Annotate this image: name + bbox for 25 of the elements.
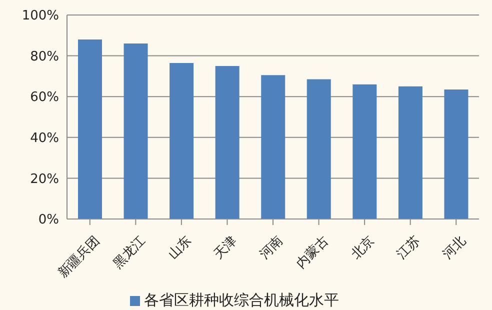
bar [124,44,148,219]
bar [215,66,240,219]
y-tick-label: 0% [38,212,59,228]
x-tick-label: 新疆兵团 [56,233,103,281]
bar [306,79,331,219]
legend-label: 各省区耕种收综合机械化水平 [144,291,339,309]
bar [261,75,286,219]
bar [78,39,102,219]
bar [444,89,468,219]
x-tick-label: 山东 [166,233,194,262]
bar [352,84,377,219]
bar [170,62,194,219]
bar [398,86,422,219]
x-tick-label: 黑龙江 [110,233,149,272]
x-tick-label: 河北 [440,233,470,262]
x-tick-label: 江苏 [394,233,424,262]
y-tick-label: 40% [30,131,59,146]
y-tick-label: 20% [30,172,59,187]
x-tick-label: 北京 [348,233,378,262]
x-tick-label: 内蒙古 [294,233,332,272]
y-tick-label: 80% [30,49,59,64]
x-tick-label: 天津 [211,233,240,262]
y-tick-label: 60% [30,90,59,106]
x-tick-label: 河南 [257,233,286,262]
y-tick-label: 100% [22,8,59,24]
